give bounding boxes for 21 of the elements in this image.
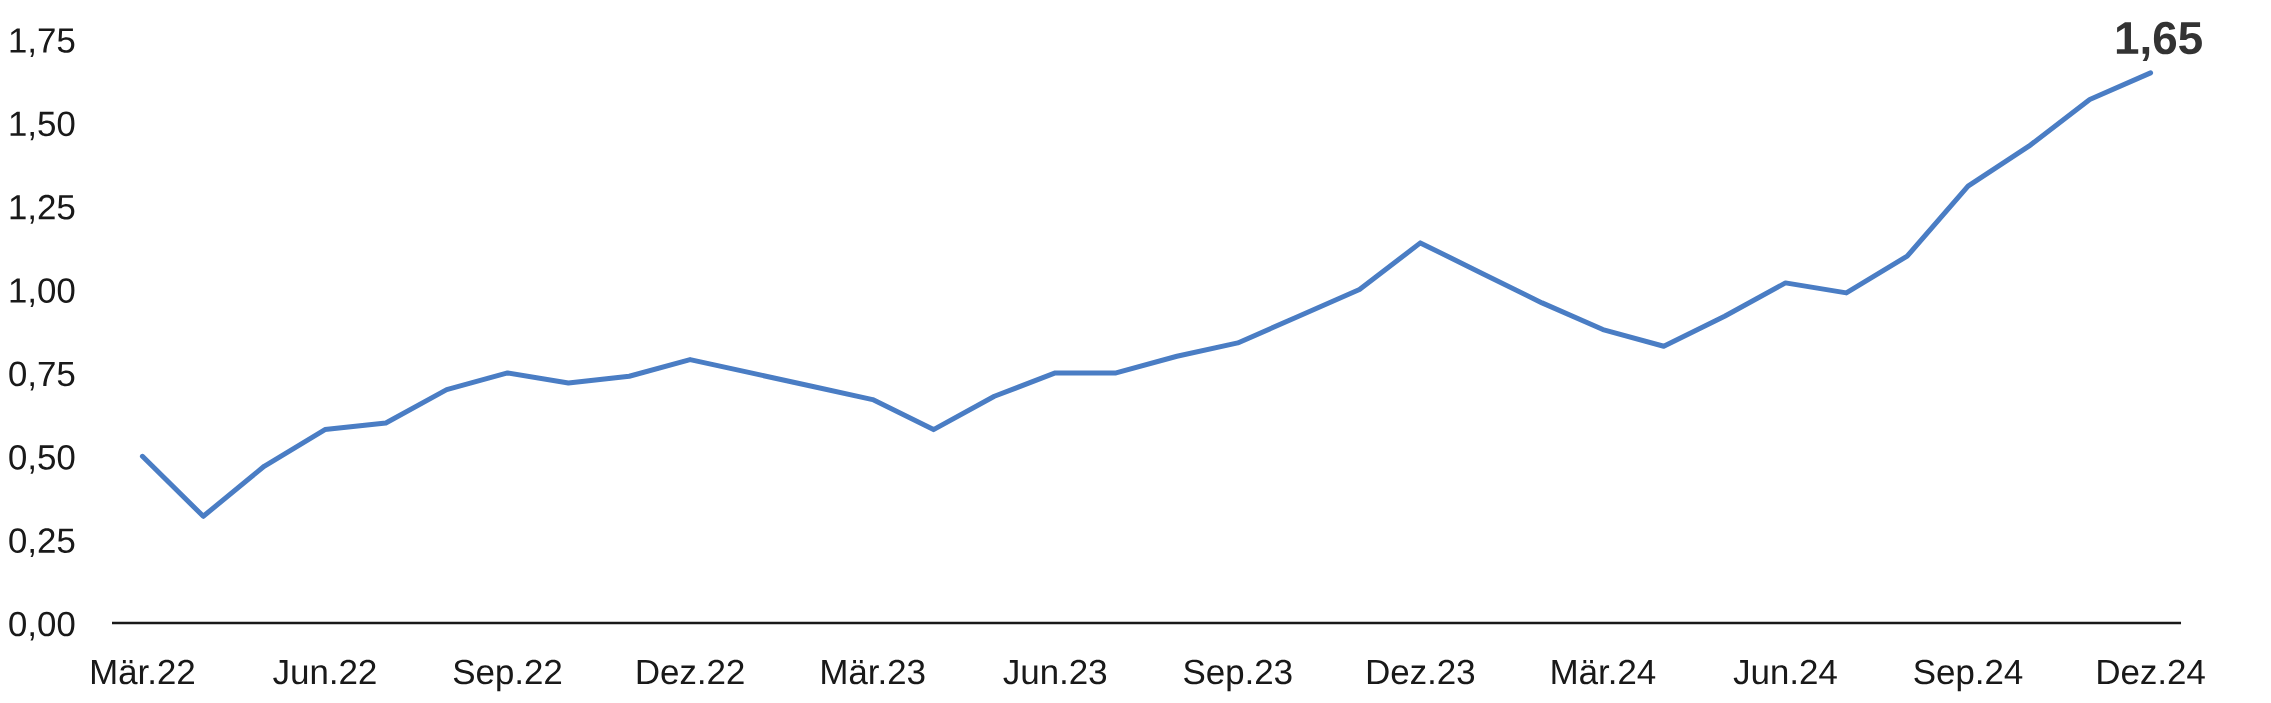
x-tick-label: Jun.23 bbox=[1003, 659, 1107, 685]
y-tick-label: 0,25 bbox=[9, 528, 75, 558]
x-tick-label: Sep.23 bbox=[1184, 659, 1292, 692]
x-tick-label: Dez.24 bbox=[2098, 659, 2205, 685]
x-tick-label: Sep.24 bbox=[1914, 659, 2023, 692]
x-tick-label: Jun.22 bbox=[273, 659, 376, 685]
x-tick-label: Jun.24 bbox=[1733, 659, 1837, 685]
data-label: 1,65 bbox=[2116, 21, 2202, 61]
x-tick-label: Mär.22 bbox=[91, 659, 194, 685]
y-tick-label: 1,00 bbox=[10, 278, 75, 308]
y-tick-label: 0,75 bbox=[9, 361, 75, 391]
y-tick-label: 1,25 bbox=[10, 194, 75, 224]
y-tick-label: 0,50 bbox=[9, 444, 75, 474]
y-tick-label: 1,75 bbox=[10, 28, 75, 57]
x-tick-label: Mär.23 bbox=[822, 659, 925, 685]
y-tick-label: 1,50 bbox=[10, 111, 75, 141]
x-tick-label: Mär.24 bbox=[1552, 659, 1656, 685]
x-tick-label: Dez.23 bbox=[1367, 659, 1475, 685]
y-tick-label: 0,00 bbox=[9, 611, 75, 641]
x-tick-label: Dez.22 bbox=[637, 659, 744, 685]
x-tick-label: Sep.22 bbox=[453, 659, 562, 692]
